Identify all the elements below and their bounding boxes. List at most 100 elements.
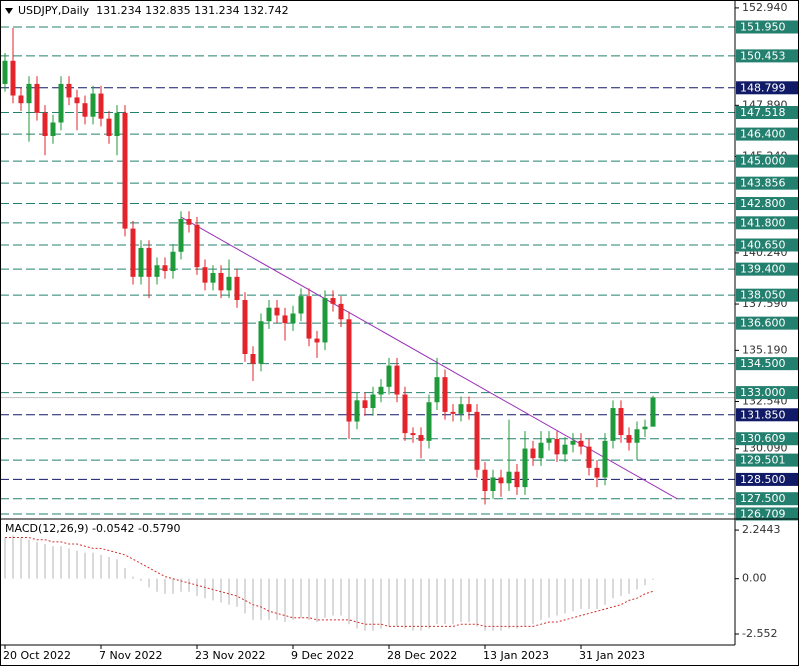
candle-body [266,307,272,322]
candle-body [378,386,384,395]
macd-bar [156,578,158,592]
candle-body [34,83,40,113]
macd-bar [180,578,182,592]
macd-bar [604,578,606,605]
candle-body [506,471,512,484]
level-label: 129.501 [740,454,786,467]
candle-body [458,404,464,414]
level-label: 128.500 [740,473,786,486]
candle-body [474,411,480,470]
level-label: 146.400 [740,128,786,141]
macd-bar [324,578,326,618]
candle-body [146,247,152,277]
level-label: 148.799 [740,81,786,94]
level-label: 141.800 [740,216,786,229]
candle-body [362,400,368,409]
candle-body [418,435,424,441]
macd-bar [500,578,502,631]
level-box [736,154,798,168]
candle-body [290,313,296,324]
macd-bar [620,578,622,597]
candle-body [634,429,640,443]
macd-bar [572,578,574,612]
candle-body [442,377,448,412]
macd-bar [364,578,366,631]
macd-bar [28,539,30,579]
candle-body [538,442,544,459]
macd-bar [556,578,558,616]
macd-bar [492,578,494,631]
level-box [736,238,798,252]
x-tick-label: 9 Dec 2022 [291,649,354,662]
candle-body [482,469,488,491]
candle-body [98,93,104,119]
level-label: 139.400 [740,263,786,276]
macd-bar [36,541,38,579]
candle-body [138,247,144,277]
candle-body [626,435,632,443]
macd-bar [12,535,14,579]
macd-bar [372,578,374,631]
macd-bar [164,578,166,594]
macd-bar [292,578,294,620]
macd-bar [20,537,22,579]
level-label: 143.856 [740,177,786,190]
level-box [736,20,798,34]
candle-body [114,112,120,137]
candle-body [90,93,96,117]
macd-bar [316,578,318,623]
candle-body [66,83,72,98]
candle-body [18,95,24,104]
macd-bar [380,578,382,629]
candle-body [410,433,416,436]
macd-bar [420,578,422,631]
candle-body [50,122,56,137]
level-box [736,49,798,63]
level-label: 140.650 [740,239,786,252]
macd-bar [540,578,542,620]
candle-body [210,272,216,283]
macd-bar [532,578,534,625]
level-box [736,288,798,302]
candle-body [554,438,560,455]
y-tick-label: -2.552 [742,627,777,640]
candle-body [610,408,616,441]
symbol-icon [5,8,13,14]
macd-bar [4,537,6,579]
candle-body [490,477,496,491]
x-tick-label: 28 Dec 2022 [387,649,457,662]
macd-bar [548,578,550,618]
macd-bar [92,552,94,579]
macd-bar [388,578,390,627]
level-label: 130.609 [740,432,786,445]
level-box [736,386,798,400]
candle-body [274,307,280,316]
macd-bar [508,578,510,629]
candle-body [162,265,168,272]
candle-body [2,60,8,84]
candle-body [370,394,376,409]
candle-body [354,400,360,422]
macd-bar [84,552,86,579]
candle-body [106,118,112,137]
level-box [736,507,798,521]
macd-bar [108,557,110,579]
macd-bar [196,578,198,597]
macd-bar [356,578,358,629]
macd-bar [596,578,598,610]
candle-body [514,471,520,488]
level-box [736,432,798,446]
candle-body [226,276,232,291]
x-tick-label: 13 Jan 2023 [483,649,549,662]
x-tick-label: 23 Nov 2022 [195,649,265,662]
macd-bar [412,578,414,631]
candle-body [82,103,88,117]
macd-bar [188,578,190,592]
candle-body [170,251,176,272]
candle-body [130,228,136,277]
level-box [736,197,798,211]
level-label: 145.000 [740,155,786,168]
level-label: 142.800 [740,197,786,210]
macd-bar [428,578,430,629]
